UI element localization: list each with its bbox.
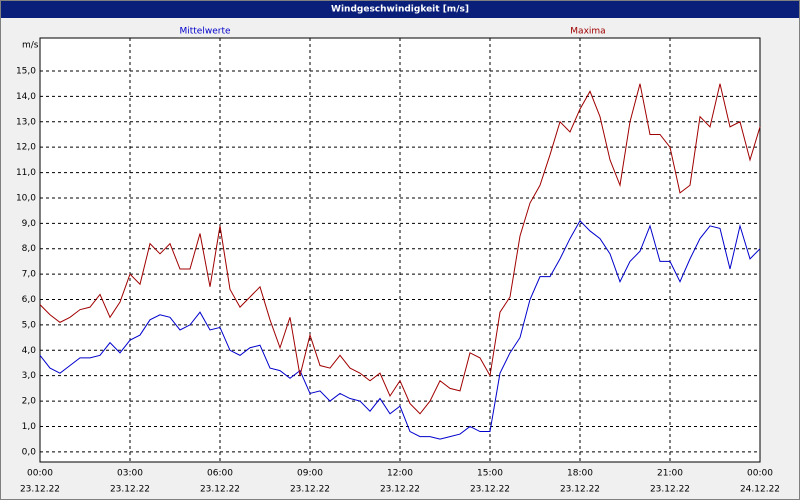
y-tick-label: 15,0 bbox=[16, 67, 36, 77]
y-tick-label: 13,0 bbox=[16, 117, 36, 127]
legend-label: Maxima bbox=[570, 27, 605, 37]
y-tick-label: 5,0 bbox=[22, 320, 37, 330]
y-axis-label: m/s bbox=[22, 41, 39, 51]
y-tick-label: 12,0 bbox=[16, 143, 36, 153]
y-tick-label: 14,0 bbox=[16, 92, 36, 102]
y-tick-label: 4,0 bbox=[22, 346, 37, 356]
x-tick-label: 00:00 bbox=[747, 469, 773, 479]
x-tick-date: 23.12.22 bbox=[650, 485, 690, 495]
x-tick-date: 23.12.22 bbox=[110, 485, 150, 495]
y-tick-label: 9,0 bbox=[22, 219, 37, 229]
x-tick-date: 23.12.22 bbox=[380, 485, 420, 495]
legend-label: Mittelwerte bbox=[179, 27, 230, 37]
x-tick-label: 18:00 bbox=[567, 469, 593, 479]
x-tick-date: 23.12.22 bbox=[290, 485, 330, 495]
y-tick-label: 2,0 bbox=[22, 397, 37, 407]
x-tick-date: 23.12.22 bbox=[200, 485, 240, 495]
line bbox=[39, 219, 761, 440]
x-tick-label: 21:00 bbox=[657, 469, 683, 479]
x-tick-label: 00:00 bbox=[27, 469, 53, 479]
y-tick-label: 7,0 bbox=[22, 270, 37, 280]
line bbox=[39, 83, 761, 415]
y-tick-label: 0,0 bbox=[22, 447, 37, 457]
x-tick-label: 03:00 bbox=[117, 469, 143, 479]
y-tick-label: 8,0 bbox=[22, 244, 37, 254]
x-tick-date: 23.12.22 bbox=[560, 485, 600, 495]
x-tick-label: 12:00 bbox=[387, 469, 413, 479]
x-tick-label: 06:00 bbox=[207, 469, 233, 479]
y-tick-label: 6,0 bbox=[22, 295, 37, 305]
y-tick-label: 1,0 bbox=[22, 422, 37, 432]
y-tick-label: 10,0 bbox=[16, 193, 36, 203]
x-tick-label: 09:00 bbox=[297, 469, 323, 479]
y-tick-label: 11,0 bbox=[16, 168, 36, 178]
x-tick-date: 24.12.22 bbox=[740, 485, 780, 495]
title-bar bbox=[0, 0, 800, 18]
chart-title: Windgeschwindigkeit [m/s] bbox=[331, 5, 469, 15]
x-tick-label: 15:00 bbox=[477, 469, 503, 479]
x-tick-date: 23.12.22 bbox=[470, 485, 510, 495]
y-tick-label: 3,0 bbox=[22, 371, 37, 381]
x-tick-date: 23.12.22 bbox=[20, 485, 60, 495]
